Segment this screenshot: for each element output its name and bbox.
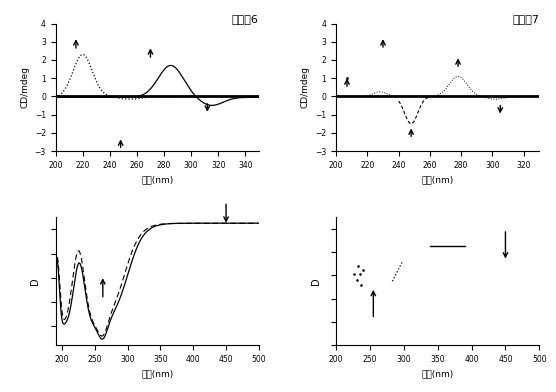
Point bbox=[353, 277, 362, 283]
Y-axis label: D: D bbox=[311, 278, 321, 285]
Point bbox=[359, 267, 368, 273]
Point bbox=[349, 271, 358, 277]
Y-axis label: CD/mdeg: CD/mdeg bbox=[20, 66, 29, 108]
X-axis label: 波长(nm): 波长(nm) bbox=[421, 175, 454, 184]
Y-axis label: D: D bbox=[31, 278, 41, 285]
Text: 配合物7: 配合物7 bbox=[512, 13, 539, 24]
X-axis label: 波长(nm): 波长(nm) bbox=[141, 369, 173, 378]
X-axis label: 波长(nm): 波长(nm) bbox=[141, 175, 173, 184]
Point bbox=[354, 263, 363, 270]
Y-axis label: CD/mdeg: CD/mdeg bbox=[301, 66, 310, 108]
Point bbox=[356, 282, 365, 288]
Point bbox=[356, 271, 365, 278]
Text: 配合物6: 配合物6 bbox=[232, 13, 259, 24]
X-axis label: 波长(nm): 波长(nm) bbox=[421, 369, 454, 378]
